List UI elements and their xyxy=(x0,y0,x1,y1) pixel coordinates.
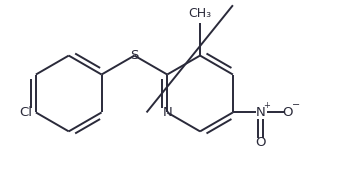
Text: +: + xyxy=(263,101,270,110)
Text: S: S xyxy=(130,49,139,62)
Text: O: O xyxy=(282,106,293,119)
Text: Cl: Cl xyxy=(19,106,32,119)
Text: −: − xyxy=(293,100,301,110)
Text: CH₃: CH₃ xyxy=(188,7,212,20)
Text: N: N xyxy=(162,106,172,119)
Text: N: N xyxy=(255,106,265,119)
Text: O: O xyxy=(255,136,266,149)
